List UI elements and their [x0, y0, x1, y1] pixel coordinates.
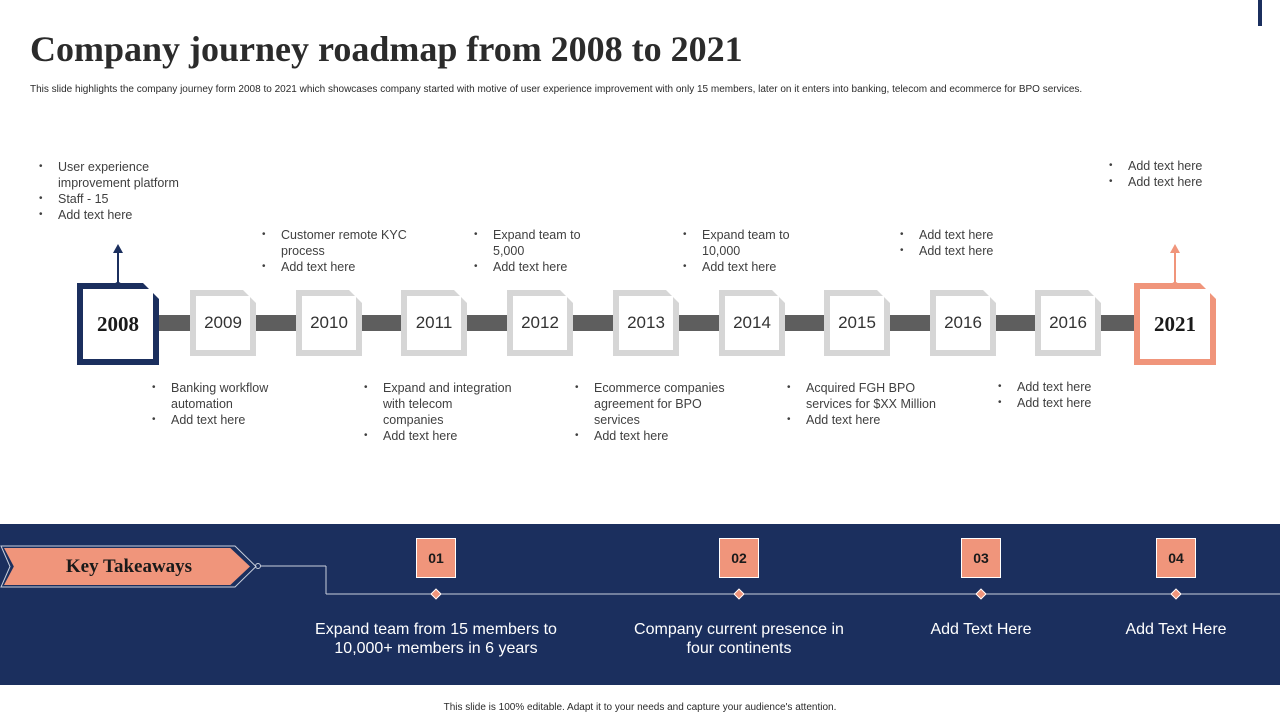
note-item: Add text here	[364, 428, 514, 444]
notes-2011: Expand and integration with telecom comp…	[364, 380, 514, 444]
milestone-node-2013: 2013	[613, 290, 679, 356]
key-takeaways-outline	[0, 545, 257, 588]
milestone-node-2009: 2009	[190, 290, 256, 356]
notes-2016-a: Add text here Add text here	[900, 227, 1040, 259]
note-item: Customer remote KYC process	[262, 227, 412, 259]
milestone-node-2012: 2012	[507, 290, 573, 356]
milestone-year: 2016	[944, 313, 982, 332]
key-takeaways-banner: Key Takeaways	[4, 548, 250, 585]
takeaway-number-04: 04	[1156, 538, 1196, 578]
notes-2013: Ecommerce companies agreement for BPO se…	[575, 380, 725, 444]
notes-2009: Banking workflow automation Add text her…	[152, 380, 302, 428]
milestone-year: 2015	[838, 313, 876, 332]
milestone-node-2008: 2008	[77, 283, 159, 365]
note-item: Add text here	[1109, 174, 1249, 190]
pointer-line-2008	[117, 252, 119, 286]
corner-accent-bar	[1258, 0, 1262, 26]
milestone-year: 2013	[627, 313, 665, 332]
note-item: Add text here	[1109, 158, 1249, 174]
milestone-node-2015: 2015	[824, 290, 890, 356]
takeaway-text-03: Add Text Here	[930, 621, 1032, 638]
takeaway-text-04: Add Text Here	[1125, 621, 1227, 638]
note-item: Add text here	[474, 259, 614, 275]
note-item: Banking workflow automation	[152, 380, 302, 412]
takeaway-number-03: 03	[961, 538, 1001, 578]
notes-2021: Add text here Add text here	[1109, 158, 1249, 190]
arrow-up-icon	[113, 244, 123, 253]
note-item: Add text here	[998, 395, 1138, 411]
key-takeaways-label: Key Takeaways	[65, 555, 193, 577]
note-item: Ecommerce companies agreement for BPO se…	[575, 380, 725, 428]
takeaway-number-01: 01	[416, 538, 456, 578]
note-item: Acquired FGH BPO services for $XX Millio…	[787, 380, 937, 412]
notes-2010: Customer remote KYC process Add text her…	[262, 227, 412, 275]
footer-note: This slide is 100% editable. Adapt it to…	[443, 702, 837, 713]
pointer-line-2021	[1174, 252, 1176, 286]
note-item: Expand team to 10,000	[683, 227, 823, 259]
note-item: Add text here	[998, 379, 1138, 395]
note-item: Expand team to 5,000	[474, 227, 614, 259]
page-title: Company journey roadmap from 2008 to 202…	[30, 29, 743, 69]
takeaway-number: 04	[1168, 550, 1184, 566]
notes-2014: Expand team to 10,000 Add text here	[683, 227, 823, 275]
takeaway-number: 03	[973, 550, 989, 566]
milestone-year: 2014	[733, 313, 771, 332]
note-item: Add text here	[152, 412, 302, 428]
arrow-up-icon	[1170, 244, 1180, 253]
notes-2008: User experience improvement platform Sta…	[39, 159, 209, 223]
takeaways-connector-lines	[255, 563, 1280, 595]
milestone-year: 2016	[1049, 313, 1087, 332]
takeaway-number: 01	[428, 550, 444, 566]
notes-2016-b: Add text here Add text here	[998, 379, 1138, 411]
milestone-year: 2021	[1154, 311, 1196, 336]
note-item: Expand and integration with telecom comp…	[364, 380, 514, 428]
page-subtitle: This slide highlights the company journe…	[30, 84, 1083, 95]
milestone-year: 2011	[415, 313, 453, 332]
note-item: Add text here	[39, 207, 209, 223]
takeaway-number: 02	[731, 550, 747, 566]
milestone-node-2021: 2021	[1134, 283, 1216, 365]
note-item: Add text here	[900, 243, 1040, 259]
milestone-node-2010: 2010	[296, 290, 362, 356]
milestone-node-2016-a: 2016	[930, 290, 996, 356]
milestone-year: 2010	[310, 313, 348, 332]
note-item: Staff - 15	[39, 191, 209, 207]
milestone-node-2014: 2014	[719, 290, 785, 356]
milestone-node-2016-b: 2016	[1035, 290, 1101, 356]
note-item: Add text here	[683, 259, 823, 275]
note-item: User experience improvement platform	[39, 159, 209, 191]
milestone-year: 2012	[521, 313, 559, 332]
takeaway-text-02: Company current presence in four contine…	[634, 621, 844, 657]
takeaway-text-01: Expand team from 15 members to 10,000+ m…	[315, 621, 557, 657]
note-item: Add text here	[575, 428, 725, 444]
milestone-year: 2009	[204, 313, 242, 332]
takeaway-number-02: 02	[719, 538, 759, 578]
milestone-year: 2008	[97, 311, 139, 336]
notes-2012: Expand team to 5,000 Add text here	[474, 227, 614, 275]
note-item: Add text here	[262, 259, 412, 275]
note-item: Add text here	[787, 412, 937, 428]
milestone-node-2011: 2011	[401, 290, 467, 356]
note-item: Add text here	[900, 227, 1040, 243]
notes-2015: Acquired FGH BPO services for $XX Millio…	[787, 380, 937, 428]
